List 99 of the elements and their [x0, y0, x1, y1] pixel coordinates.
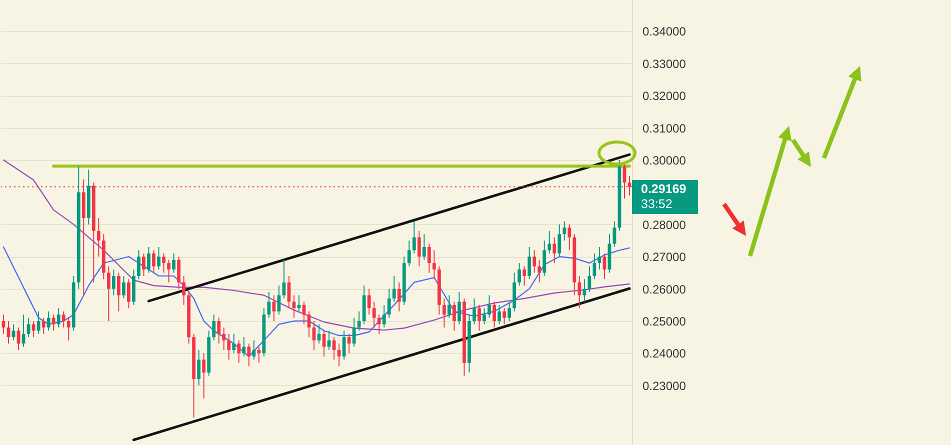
y-tick-label: 0.24000 [642, 346, 686, 361]
candlestick [458, 292, 461, 325]
candlestick [422, 234, 426, 260]
candlestick [502, 308, 506, 325]
candlestick [392, 275, 396, 302]
candlestick [432, 250, 436, 280]
candlestick [237, 340, 241, 364]
candlestick [247, 343, 251, 367]
candlestick [116, 272, 120, 312]
candlestick [498, 304, 501, 325]
candlestick [598, 246, 602, 270]
candlestick [232, 333, 236, 354]
candlestick [582, 278, 586, 302]
candlestick [162, 252, 166, 274]
candlestick [182, 275, 186, 306]
y-tick-label: 0.25000 [642, 314, 686, 329]
candlestick [548, 230, 552, 254]
candlestick [528, 246, 532, 280]
y-tick-label: 0.31000 [642, 121, 686, 136]
candlestick [508, 301, 512, 322]
y-tick-label: 0.23000 [642, 378, 686, 393]
candlestick [472, 298, 476, 325]
candlestick [367, 288, 371, 316]
candlestick [147, 246, 150, 274]
candlestick [157, 246, 160, 270]
candlestick [538, 259, 542, 283]
candlestick [62, 310, 66, 328]
candlestick [242, 336, 246, 357]
candlestick [552, 236, 556, 264]
candlestick [252, 340, 256, 360]
candlestick [127, 278, 130, 309]
candlestick [522, 266, 526, 286]
candlestick [106, 266, 110, 322]
candlestick [212, 314, 216, 341]
candlestick [427, 243, 431, 274]
candlestick [382, 304, 386, 328]
candlestick [96, 217, 100, 258]
candlestick [532, 250, 536, 274]
y-tick-label: 0.28000 [642, 218, 686, 232]
y-tick-label: 0.26000 [642, 282, 686, 296]
candlestick [277, 285, 281, 316]
candlestick [377, 314, 381, 334]
candlestick [42, 317, 46, 334]
candlestick [372, 301, 376, 328]
candlestick [32, 320, 36, 338]
candlestick [197, 350, 201, 386]
candlestick [112, 269, 116, 296]
candlestick [347, 333, 351, 354]
candlestick [267, 292, 271, 318]
candlestick [568, 224, 572, 251]
candlestick [56, 308, 60, 328]
y-tick-label: 0.32000 [642, 89, 686, 104]
candlestick [578, 275, 582, 309]
ref-line-label: 0.29169 [641, 182, 688, 197]
candlestick [518, 262, 522, 286]
candlestick [272, 294, 276, 322]
y-tick-label: 0.34000 [642, 24, 686, 39]
candlestick [442, 298, 446, 328]
candlestick [588, 266, 592, 293]
candlestick [46, 310, 50, 332]
y-tick-label: 0.30000 [642, 154, 686, 168]
candlestick [592, 252, 596, 280]
candlestick [612, 220, 616, 248]
candlestick [478, 304, 481, 332]
candlestick [222, 326, 226, 351]
candlestick [387, 288, 391, 318]
candlestick [417, 230, 421, 267]
y-tick-label: 0.33000 [642, 56, 686, 71]
y-tick-label: 0.27000 [642, 250, 686, 264]
candlestick [202, 352, 206, 399]
candlestick [66, 317, 70, 341]
candlestick [36, 310, 40, 334]
candlestick [542, 240, 546, 276]
candlestick [558, 224, 562, 258]
candlestick [352, 317, 356, 348]
candlestick [122, 275, 126, 299]
line-series [2, 246, 630, 358]
candlestick [492, 301, 496, 328]
candlestick [448, 294, 451, 318]
candlestick [172, 252, 176, 274]
candlestick [227, 333, 231, 360]
candlestick [482, 308, 486, 325]
candlestick [452, 301, 456, 332]
candlestick [137, 250, 140, 280]
candlestick [562, 220, 566, 242]
candlestick [282, 259, 286, 299]
candlestick [407, 240, 411, 267]
candlestick [257, 346, 261, 364]
candlestick [412, 220, 416, 254]
candlestick [177, 256, 180, 290]
candlestick [217, 317, 221, 344]
candlestick [357, 310, 361, 332]
price-tag: 0.29169 33:52 [632, 180, 698, 214]
candlestick [397, 282, 401, 312]
candlestick [142, 252, 146, 276]
candlestick [152, 250, 156, 274]
candlestick [167, 259, 170, 283]
candlestick [52, 314, 56, 332]
candlestick [488, 294, 491, 318]
